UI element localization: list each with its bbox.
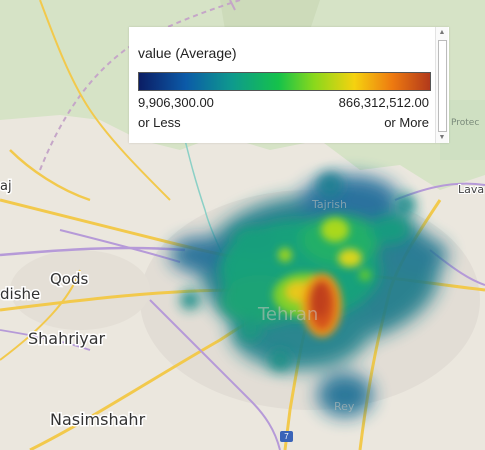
legend-scrollbar[interactable]: ▲ ▼ — [435, 27, 448, 143]
legend-min-caption: or Less — [138, 115, 181, 130]
scroll-down-icon[interactable]: ▼ — [438, 134, 446, 141]
scroll-up-icon[interactable]: ▲ — [438, 29, 446, 36]
boundary-line — [229, 0, 236, 11]
scrollbar-thumb[interactable] — [438, 40, 447, 132]
place-label-dishe: dishe — [0, 285, 40, 303]
urban-area — [10, 250, 150, 330]
road — [0, 246, 186, 257]
legend-max-value: 866,312,512.00 — [338, 95, 429, 110]
highway — [39, 0, 171, 201]
road — [149, 299, 281, 450]
place-label-lava: Lava — [458, 183, 484, 196]
legend-min-value: 9,906,300.00 — [138, 95, 214, 110]
place-label-qods: Qods — [50, 270, 89, 288]
place-label-rey: Rey — [334, 400, 355, 413]
highway — [0, 269, 81, 361]
road — [0, 329, 91, 351]
place-label-nasimshahr: Nasimshahr — [50, 410, 146, 429]
place-label-shahriyar: Shahriyar — [28, 329, 106, 348]
heatmap-legend: value (Average) 9,906,300.00 or Less 866… — [129, 27, 449, 143]
map-labels: Qods Shahriyar Nasimshahr dishe Tehran T… — [0, 118, 485, 431]
heatmap-layer — [273, 218, 371, 337]
place-label-aj: aj — [0, 179, 12, 194]
place-label-tajrish: Tajrish — [311, 198, 347, 211]
road-number-badge: 7 — [280, 431, 293, 442]
highway — [9, 149, 91, 202]
road — [59, 229, 181, 263]
place-label-tehran: Tehran — [257, 304, 318, 325]
legend-max-caption: or More — [384, 115, 429, 130]
place-label-protected: Protec — [451, 118, 479, 128]
legend-title: value (Average) — [138, 45, 237, 61]
legend-color-scale — [138, 72, 431, 91]
